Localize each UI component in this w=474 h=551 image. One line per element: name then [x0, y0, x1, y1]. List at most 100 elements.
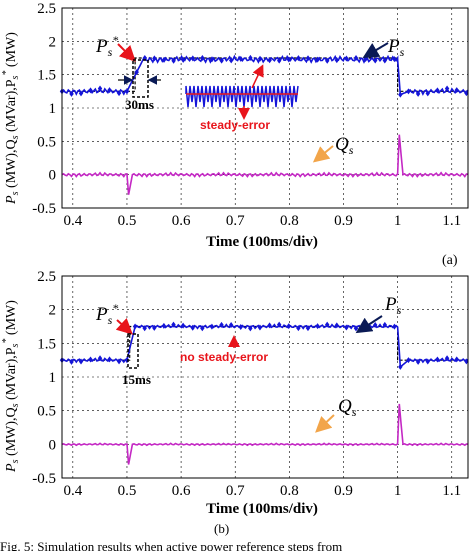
ps-marker — [200, 55, 205, 62]
ps-marker — [132, 323, 138, 330]
ps-marker — [398, 363, 403, 370]
ps-marker — [296, 325, 301, 332]
ps-marker — [78, 358, 84, 365]
svg-text:Ps (MW),Qs (MVar),Ps* (MW): Ps (MW),Qs (MVar),Ps* (MW) — [1, 32, 21, 205]
ps-marker — [398, 91, 403, 98]
panel-a-ps-annotation: Ps — [362, 36, 405, 59]
ps-marker — [124, 88, 130, 95]
panel-b-x-tick-labels: 0.4 0.5 0.6 0.7 0.8 0.9 1 1.1 — [63, 483, 461, 499]
ps-marker — [142, 325, 147, 332]
ps-marker — [286, 323, 291, 330]
ps-marker — [415, 90, 421, 97]
ps-marker — [238, 55, 244, 62]
y-tick-label: 2.5 — [37, 1, 56, 17]
ps-marker — [324, 321, 330, 328]
ps-marker — [392, 56, 397, 63]
ps-marker — [200, 325, 205, 332]
ps-marker — [134, 69, 139, 76]
ps-marker — [142, 55, 148, 62]
ps-marker — [97, 85, 103, 92]
ps-marker — [286, 56, 292, 63]
y-tick-label: 0 — [49, 437, 57, 453]
x-tick-label: 0.8 — [280, 213, 299, 229]
series-line-qs — [61, 403, 468, 465]
ps-marker — [161, 322, 167, 329]
ps-marker — [171, 321, 176, 328]
ps-marker — [181, 56, 186, 63]
ps-marker — [373, 322, 378, 329]
panel-a-label: (a) — [442, 253, 458, 268]
x-tick-label: 0.9 — [334, 483, 353, 499]
ps-marker — [88, 356, 93, 363]
ps-marker — [116, 90, 122, 97]
figure-caption: Fig. 5: Simulation results when active p… — [0, 539, 342, 551]
series-line-ps — [61, 54, 469, 96]
panel-b-ps-star-annotation: Ps* — [95, 301, 133, 335]
ps-marker — [116, 358, 122, 365]
series-line-ps — [62, 57, 468, 92]
ps-marker — [325, 57, 330, 64]
svg-text:Ps*: Ps* — [95, 301, 118, 327]
y-tick-label: 2 — [49, 303, 57, 319]
ps-marker — [219, 57, 224, 64]
ps-marker — [152, 324, 157, 331]
panel-a: 0.4 0.5 0.6 0.7 0.8 0.9 1 1.1 -0.500.511.522.5 … — [1, 1, 469, 268]
ps-marker — [444, 355, 450, 362]
ps-marker — [69, 90, 74, 97]
ps-marker — [425, 90, 430, 97]
ps-marker — [228, 322, 234, 329]
ps-marker — [373, 57, 378, 64]
panel-a-y-tick-labels: -0.5 0 0.5 1 1.5 2 2.5 — [32, 1, 56, 217]
ps-marker — [296, 55, 301, 62]
ps-marker — [97, 355, 103, 362]
ps-marker — [257, 55, 263, 62]
ps-marker — [415, 358, 421, 365]
svg-text:Ps*: Ps* — [95, 33, 118, 59]
y-tick-label: 0 — [49, 168, 57, 184]
ps-marker — [334, 57, 340, 64]
y-tick-label: 1 — [49, 101, 57, 117]
svg-text:Qs: Qs — [338, 396, 357, 419]
ps-marker — [209, 323, 215, 330]
x-tick-label: 0.5 — [118, 483, 137, 499]
panel-b-x-axis-label: Time (100ms/div) — [206, 501, 318, 517]
series-line-qs — [61, 134, 468, 195]
panel-b-delay-marker: 15ms — [122, 333, 151, 387]
x-tick-label: 0.9 — [334, 213, 353, 229]
y-tick-label: -0.5 — [32, 201, 56, 217]
ps-marker — [267, 57, 272, 64]
panel-a-qs-annotation: Qs — [312, 134, 354, 163]
panel-b-note: no steady-error — [180, 350, 268, 364]
ps-marker — [238, 323, 243, 330]
x-tick-label: 0.8 — [280, 483, 299, 499]
ps-marker — [267, 322, 272, 329]
ps-marker — [353, 54, 359, 61]
ps-marker — [229, 57, 234, 64]
x-tick-label: 1.1 — [442, 213, 461, 229]
panel-b-label: (b) — [214, 521, 229, 536]
ps-marker — [305, 325, 311, 332]
x-tick-label: 0.5 — [118, 213, 137, 229]
ps-marker — [161, 56, 167, 63]
panel-a-ps-star-annotation: Ps* — [95, 33, 136, 62]
y-tick-label: 1.5 — [37, 68, 56, 84]
ps-marker — [444, 85, 450, 92]
y-tick-label: 2 — [49, 34, 57, 50]
panel-a-delay-marker: 30ms — [118, 59, 161, 112]
ps-marker — [305, 55, 311, 62]
panel-a-series — [59, 54, 469, 195]
x-tick-label: 0.6 — [172, 213, 191, 229]
ps-marker — [406, 357, 411, 364]
x-tick-label: 1 — [394, 483, 402, 499]
panel-a-grid — [62, 7, 468, 209]
ps-marker — [69, 358, 74, 365]
x-tick-label: 0.4 — [63, 483, 82, 499]
svg-text:Ps (MW),Qs (MVar),Ps* (MW): Ps (MW),Qs (MVar),Ps* (MW) — [1, 300, 21, 473]
ps-marker — [276, 321, 282, 328]
panel-a-note: steady-error — [200, 118, 270, 132]
x-tick-label: 1 — [394, 213, 402, 229]
ps-marker — [425, 358, 430, 365]
x-tick-label: 1.1 — [442, 483, 461, 499]
x-tick-label: 0.7 — [226, 483, 245, 499]
